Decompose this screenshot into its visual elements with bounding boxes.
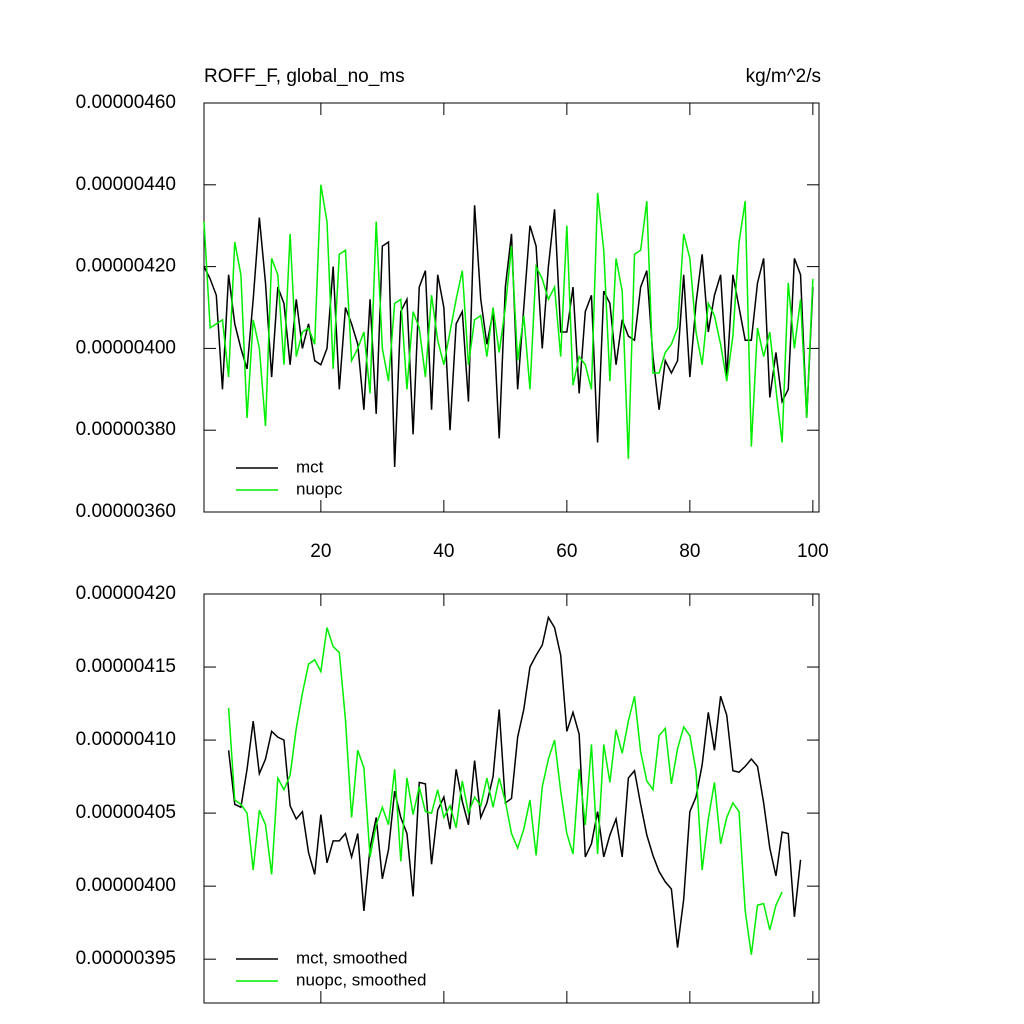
legend-label: nuopc, smoothed bbox=[296, 970, 426, 989]
y-tick-label: 0.00000460 bbox=[76, 92, 176, 113]
legend-label: nuopc bbox=[296, 479, 343, 498]
y-tick-label: 0.00000420 bbox=[76, 256, 176, 277]
units-label: kg/m^2/s bbox=[746, 66, 821, 87]
y-tick-label: 0.00000380 bbox=[76, 419, 176, 440]
x-tick-label: 40 bbox=[433, 541, 454, 562]
y-tick-label: 0.00000410 bbox=[76, 729, 176, 750]
y-tick-label: 0.00000440 bbox=[76, 174, 176, 195]
y-tick-label: 0.00000395 bbox=[76, 948, 176, 969]
y-tick-label: 0.00000400 bbox=[76, 875, 176, 896]
x-tick-label: 60 bbox=[556, 541, 577, 562]
y-tick-label: 0.00000420 bbox=[76, 583, 176, 604]
legend-label: mct, smoothed bbox=[296, 948, 408, 967]
plot-frame bbox=[203, 102, 820, 513]
series-line bbox=[227, 615, 802, 948]
series-line bbox=[203, 205, 814, 468]
legend-label: mct bbox=[296, 457, 324, 476]
chart-title: ROFF_F, global_no_ms bbox=[204, 66, 405, 87]
x-tick-label: 100 bbox=[797, 541, 829, 562]
y-tick-label: 0.00000415 bbox=[76, 656, 176, 677]
series-line bbox=[203, 184, 814, 459]
plot-frame bbox=[203, 593, 820, 1004]
series-line bbox=[227, 627, 783, 955]
y-tick-label: 0.00000405 bbox=[76, 802, 176, 823]
y-tick-label: 0.00000360 bbox=[76, 501, 176, 522]
x-tick-label: 20 bbox=[310, 541, 331, 562]
y-tick-label: 0.00000400 bbox=[76, 337, 176, 358]
x-tick-label: 80 bbox=[679, 541, 700, 562]
